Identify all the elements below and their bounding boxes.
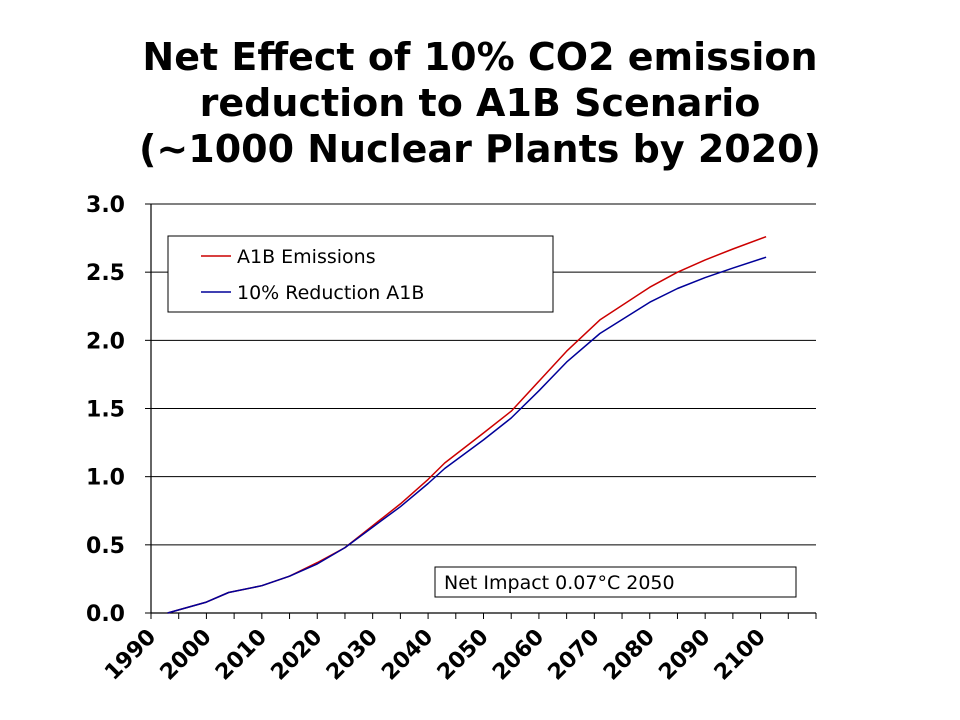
x-tick-label-2010: 2010 [211, 625, 272, 686]
x-tick-label-2060: 2060 [488, 625, 549, 686]
y-tick-label-1.5: 1.5 [86, 398, 125, 423]
x-tick-label-2000: 2000 [156, 625, 217, 686]
x-tick-label-2030: 2030 [322, 625, 383, 686]
series-lines [167, 235, 767, 614]
x-tick-label-2090: 2090 [654, 625, 715, 686]
x-tick-label-2070: 2070 [544, 625, 605, 686]
y-tick-label-0.5: 0.5 [86, 534, 125, 559]
chart-title-line-2: reduction to A1B Scenario [199, 81, 761, 125]
annotation-text: Net Impact 0.07°C 2050 [444, 572, 675, 594]
x-tick-labels: 1990200020102020203020402050206020702080… [100, 625, 771, 686]
legend-label-1: A1B Emissions [237, 246, 376, 268]
legend-label-2: 10% Reduction A1B [237, 282, 424, 304]
x-tick-label-2100: 2100 [710, 625, 771, 686]
y-tick-label-2.5: 2.5 [86, 261, 125, 286]
axes [145, 203, 817, 619]
y-tick-label-0.0: 0.0 [86, 602, 125, 627]
y-tick-label-3.0: 3.0 [86, 193, 125, 218]
x-tick-label-2050: 2050 [433, 625, 494, 686]
annotation-box: Net Impact 0.07°C 2050 [434, 566, 797, 598]
annotation-frame [434, 566, 797, 598]
y-tick-labels: 0.0 0.5 1.0 1.5 2.0 2.5 3.0 [86, 193, 125, 627]
y-tick-label-2.0: 2.0 [86, 329, 125, 354]
series-line-2 [167, 256, 767, 614]
x-tick-label-1990: 1990 [100, 625, 161, 686]
x-tick-label-2080: 2080 [599, 625, 660, 686]
chart-title: Net Effect of 10% CO2 emission reduction… [0, 34, 960, 172]
x-tick-label-2040: 2040 [377, 625, 438, 686]
legend-box [167, 235, 554, 313]
x-tick-label-2020: 2020 [267, 625, 328, 686]
y-tick-label-1.0: 1.0 [86, 466, 125, 491]
legend: A1B Emissions 10% Reduction A1B [167, 235, 554, 313]
chart-title-line-1: Net Effect of 10% CO2 emission [142, 35, 818, 79]
chart-title-line-3: (~1000 Nuclear Plants by 2020) [139, 127, 821, 171]
